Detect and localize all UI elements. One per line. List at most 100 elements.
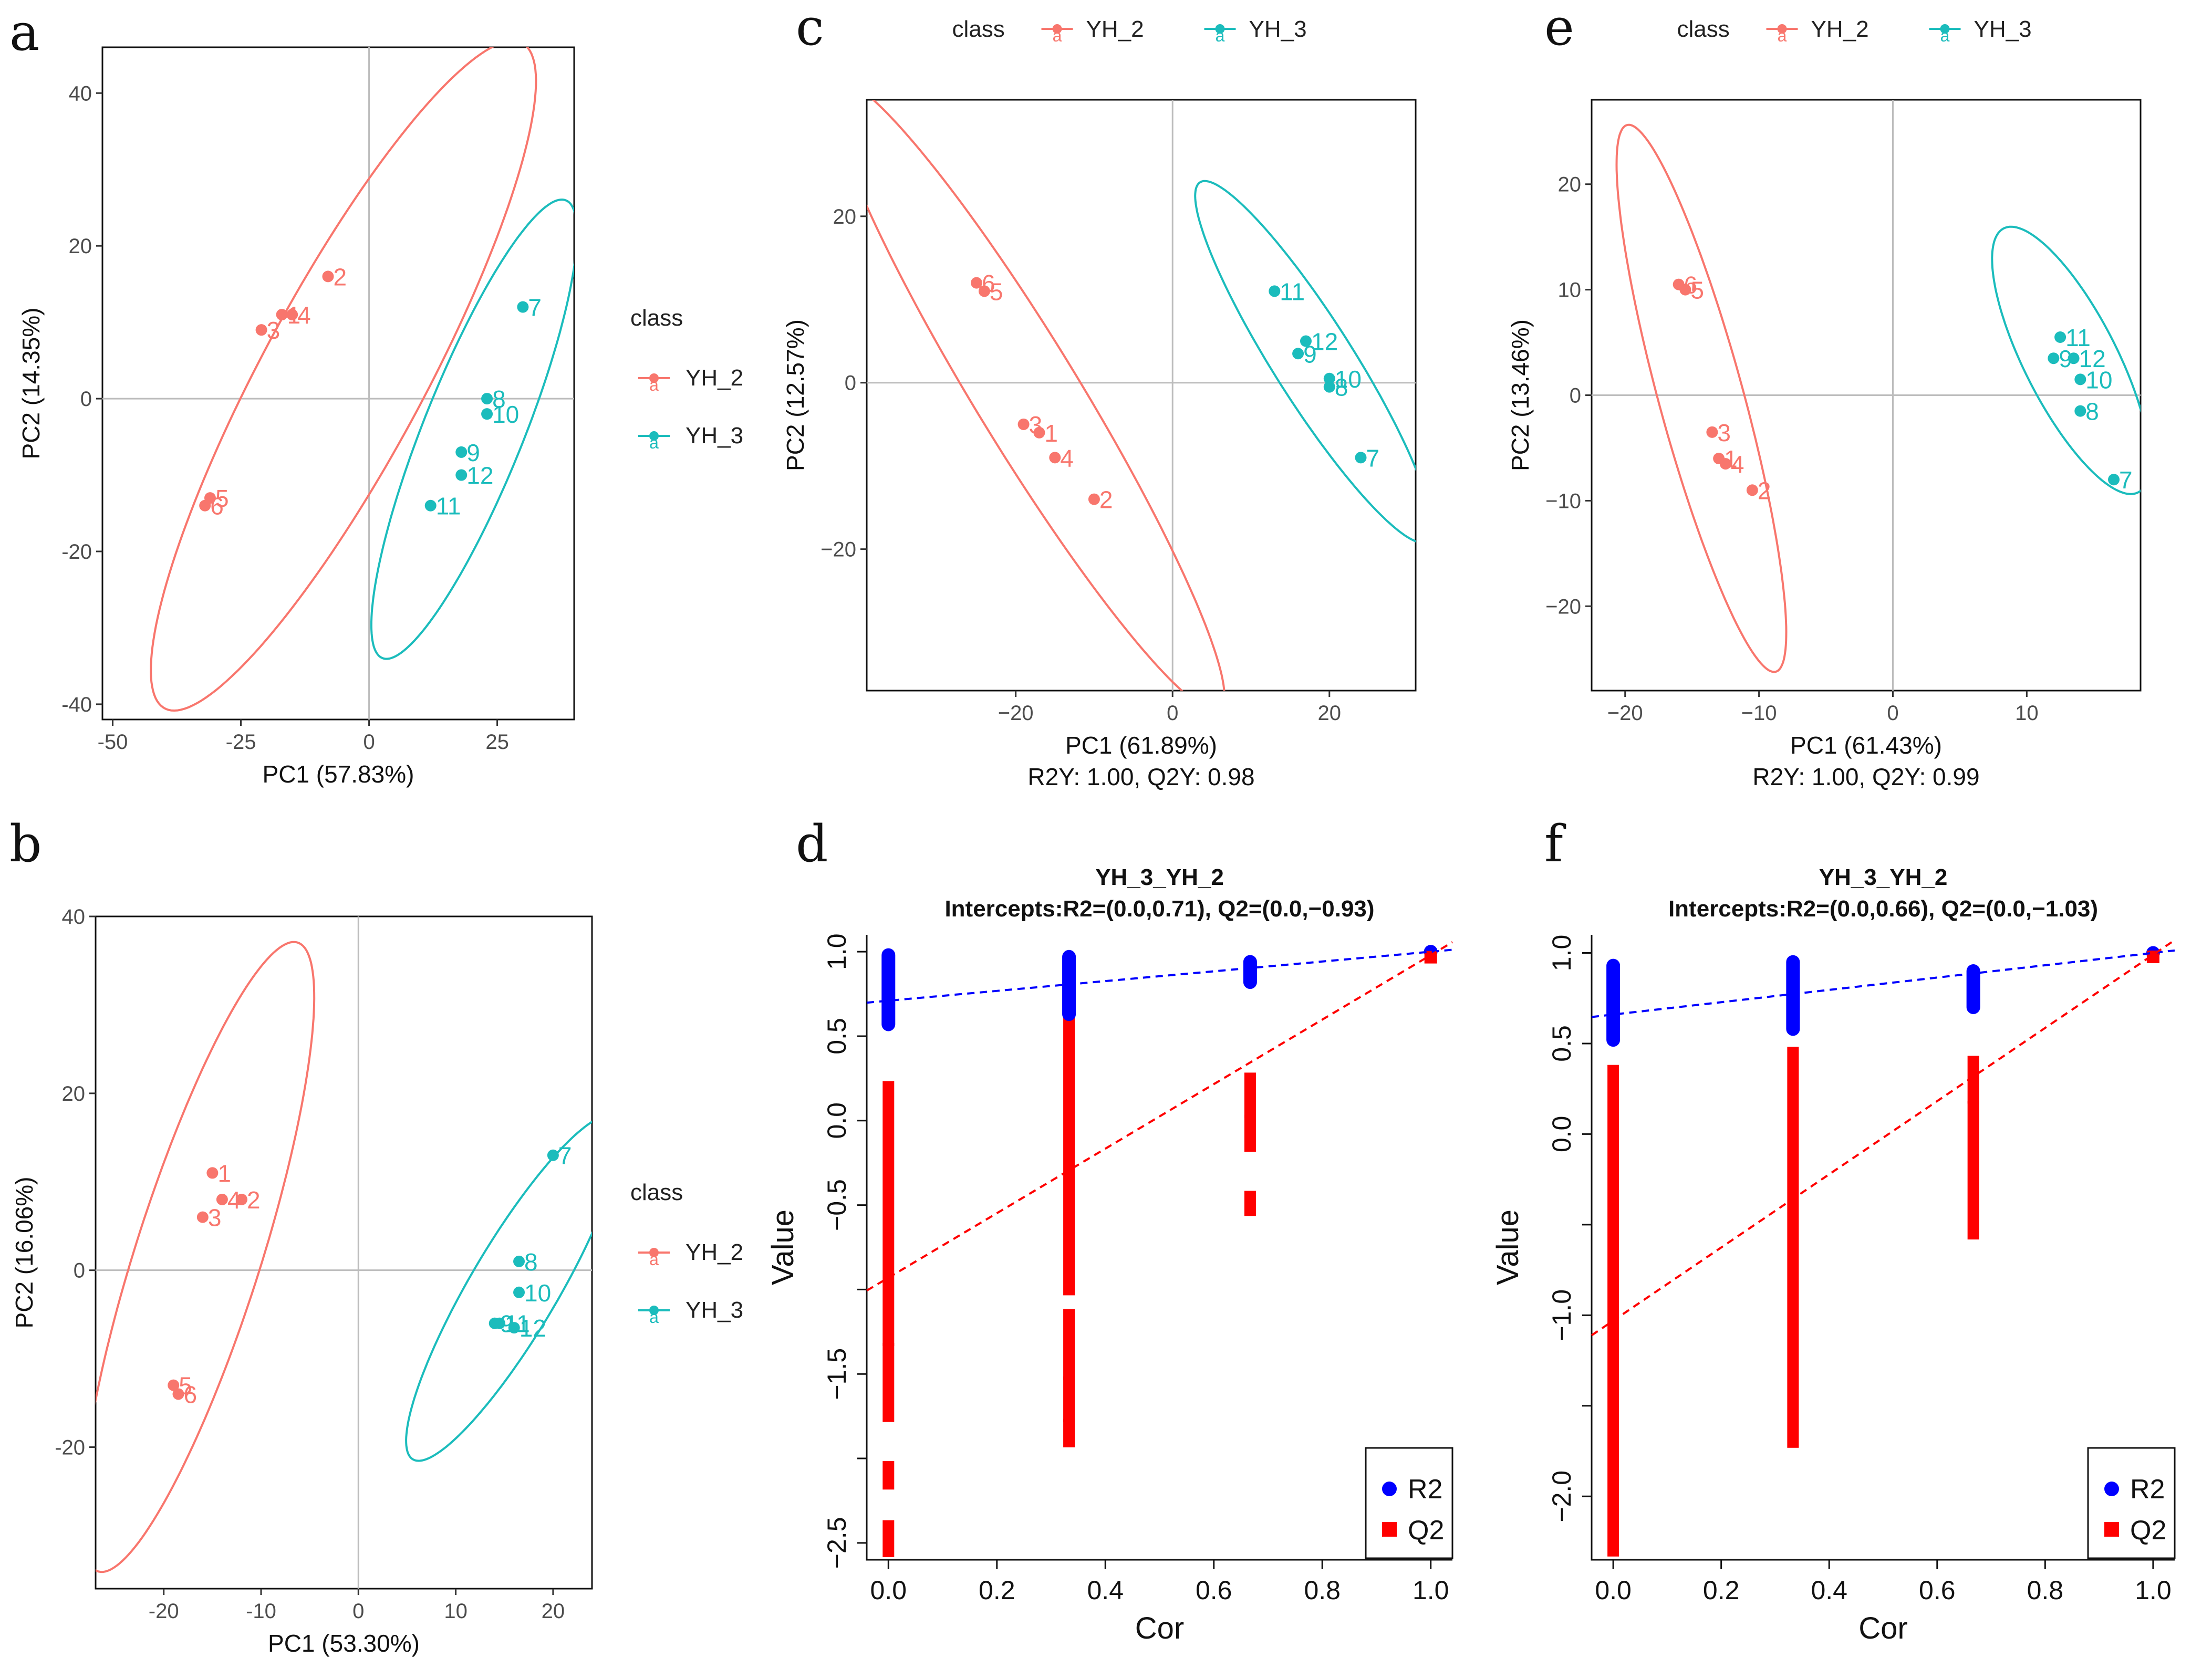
sample-point-yh_3 xyxy=(1323,372,1335,384)
sample-label: 7 xyxy=(1366,444,1380,472)
r2-permutation-values xyxy=(881,948,896,1031)
y-tick-label: −20 xyxy=(1545,595,1581,618)
q2-permutation-values xyxy=(1967,1056,1979,1104)
q2-permutation-values xyxy=(882,1081,895,1346)
legend-label: YH_3 xyxy=(1249,16,1307,42)
legend-q2-marker xyxy=(1382,1522,1397,1537)
y-axis-title: Value xyxy=(1491,1209,1525,1285)
panel-letter: b xyxy=(9,815,41,873)
sample-point-yh_3 xyxy=(493,1317,505,1329)
sample-label: 8 xyxy=(524,1248,538,1276)
sample-label: 9 xyxy=(466,439,480,466)
y-tick-label: −10 xyxy=(1545,489,1581,513)
legend-key-glyph: a xyxy=(1940,26,1950,45)
y-tick-label: 0.0 xyxy=(822,1102,851,1139)
sample-point-yh_2 xyxy=(1719,458,1731,470)
sample-label: 12 xyxy=(1311,328,1338,356)
sample-point-yh_2 xyxy=(1088,493,1100,505)
x-axis-title: PC1 (61.43%) xyxy=(1790,732,1942,759)
x-axis-title: PC1 (61.89%) xyxy=(1065,732,1217,759)
sample-point-yh_2 xyxy=(286,309,298,321)
x-tick-label: 0.0 xyxy=(1595,1576,1632,1605)
panel-letter: a xyxy=(9,3,39,62)
permutation-intercepts: Intercepts:R2=(0.0,0.66), Q2=(0.0,−1.03) xyxy=(1668,896,2098,922)
sample-point-yh_3 xyxy=(1323,381,1335,393)
sample-label: 2 xyxy=(333,263,347,290)
y-tick-label: −1.5 xyxy=(822,1348,851,1400)
sample-label: 2 xyxy=(1099,486,1113,514)
y-tick-label: 20 xyxy=(69,235,92,258)
confidence-ellipse-yh_2 xyxy=(150,47,537,712)
permutation-intercepts: Intercepts:R2=(0.0,0.71), Q2=(0.0,−0.93) xyxy=(944,896,1374,922)
y-tick-label: 0 xyxy=(1570,384,1581,408)
panel-letter: e xyxy=(1544,0,1574,57)
sample-label: 5 xyxy=(990,278,1003,305)
x-tick-label: -20 xyxy=(149,1600,179,1623)
x-axis-title: PC1 (53.30%) xyxy=(268,1630,420,1657)
legend-key-glyph: a xyxy=(1053,26,1062,45)
legend-key-glyph: a xyxy=(649,1308,659,1327)
legend-q2-marker xyxy=(2104,1522,2119,1537)
q2-permutation-values xyxy=(882,1342,895,1422)
legend-r2-marker xyxy=(1382,1482,1397,1496)
r2-permutation-values xyxy=(1243,955,1257,989)
x-tick-label: 0.4 xyxy=(1811,1576,1847,1605)
r2-permutation-values xyxy=(1062,950,1076,1021)
sample-label: 5 xyxy=(1690,277,1704,304)
y-tick-label: -20 xyxy=(61,540,92,564)
permutation-title: YH_3_YH_2 xyxy=(1095,864,1224,890)
sample-point-yh_3 xyxy=(513,1255,525,1267)
panel-letter: f xyxy=(1544,815,1566,873)
sample-label: 12 xyxy=(520,1315,546,1342)
sample-point-yh_3 xyxy=(481,393,493,405)
x-axis-title: Cor xyxy=(1858,1611,1907,1645)
model-summary: R2Y: 1.00, Q2Y: 0.98 xyxy=(1027,763,1254,790)
x-tick-label: -25 xyxy=(226,731,256,754)
sample-point-yh_3 xyxy=(2074,405,2086,417)
legend-box xyxy=(1365,1447,1453,1559)
sample-label: 10 xyxy=(2085,366,2112,393)
sample-point-yh_3 xyxy=(1269,285,1281,297)
legend-label: YH_3 xyxy=(686,423,743,449)
sample-point-yh_3 xyxy=(1355,452,1367,464)
legend-r2-marker xyxy=(2104,1482,2119,1496)
y-tick-label: −20 xyxy=(821,538,856,561)
y-tick-label: 1.0 xyxy=(1547,935,1576,972)
sample-label: 4 xyxy=(1060,444,1074,472)
sample-label: 1 xyxy=(217,1160,231,1187)
x-axis-title: Cor xyxy=(1135,1611,1184,1645)
y-tick-label: −1.0 xyxy=(1547,1289,1576,1341)
r2-permutation-values xyxy=(1786,955,1800,1036)
q2-permutation-values xyxy=(1063,1376,1075,1422)
sample-point-yh_3 xyxy=(2068,352,2080,364)
y-tick-label: 0.5 xyxy=(1547,1025,1576,1062)
x-tick-label: 0.2 xyxy=(1703,1576,1740,1605)
x-tick-label: 0.8 xyxy=(2027,1576,2064,1605)
y-tick-label: −0.5 xyxy=(822,1179,851,1231)
x-tick-label: −10 xyxy=(1741,702,1777,725)
x-tick-label: 1.0 xyxy=(2135,1576,2172,1605)
sample-point-yh_3 xyxy=(508,1322,520,1334)
x-tick-label: −20 xyxy=(998,702,1034,725)
x-axis-title: PC1 (57.83%) xyxy=(263,760,414,788)
legend-label: YH_3 xyxy=(686,1297,743,1323)
confidence-ellipse-yh_3 xyxy=(370,199,574,660)
sample-label: 4 xyxy=(297,301,311,329)
y-axis-title: PC2 (14.35%) xyxy=(17,308,45,460)
legend-key-glyph: a xyxy=(1216,26,1225,45)
sample-label: 10 xyxy=(524,1279,551,1307)
sample-label: 10 xyxy=(1335,366,1362,393)
sample-label: 7 xyxy=(2119,466,2133,494)
y-axis-title: Value xyxy=(766,1209,800,1285)
legend-key-dot xyxy=(1940,24,1950,34)
sample-point-yh_2 xyxy=(1706,426,1718,438)
sample-label: 12 xyxy=(2079,345,2106,372)
sample-point-yh_2 xyxy=(172,1388,184,1400)
y-tick-label: 20 xyxy=(62,1082,86,1106)
y-tick-label: 20 xyxy=(1558,173,1582,196)
q2-permutation-values xyxy=(1063,1309,1075,1380)
sample-label: 2 xyxy=(247,1186,261,1214)
permutation-title: YH_3_YH_2 xyxy=(1819,864,1948,890)
